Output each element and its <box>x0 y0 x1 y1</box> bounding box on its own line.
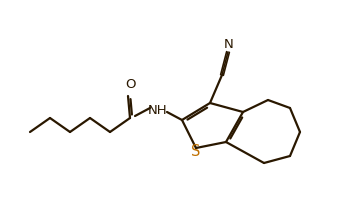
Text: NH: NH <box>148 103 168 116</box>
Text: S: S <box>191 144 201 160</box>
Text: N: N <box>224 39 234 51</box>
Text: O: O <box>125 78 135 91</box>
